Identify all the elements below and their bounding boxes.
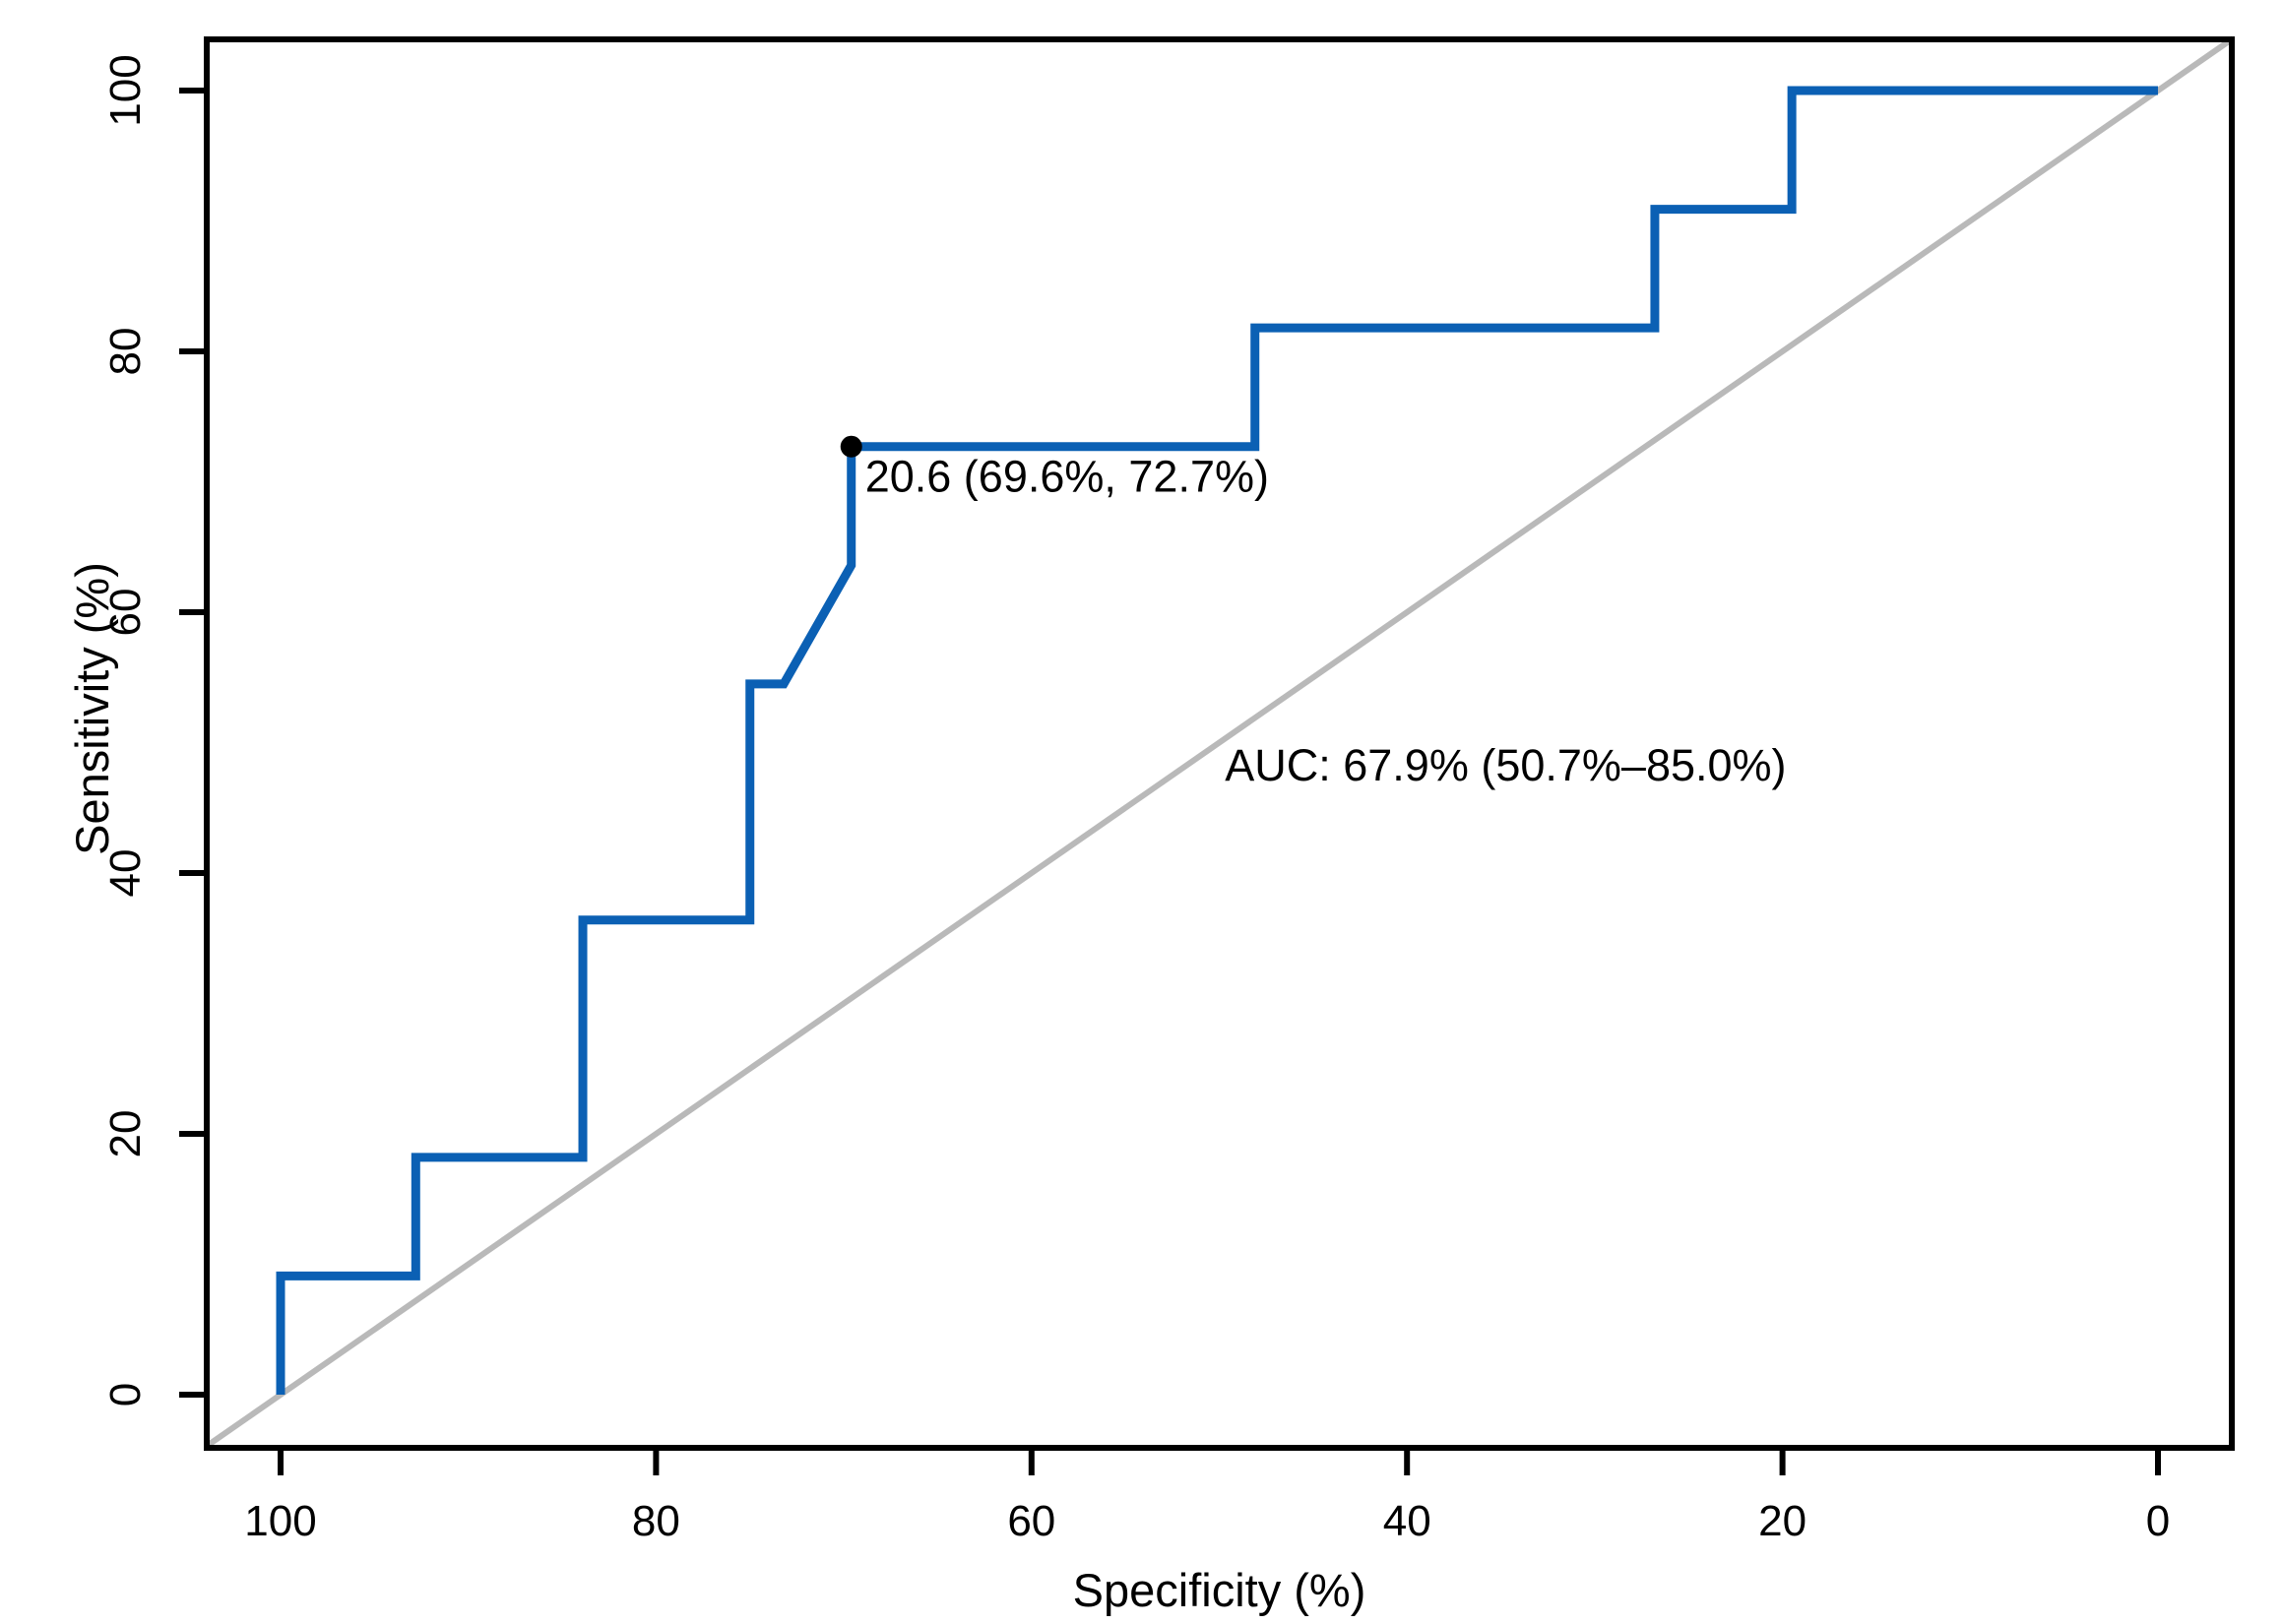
roc-curve-line bbox=[276, 86, 2158, 1395]
x-axis-tick-label: 40 bbox=[1383, 1497, 1431, 1545]
x-axis-tick-label: 20 bbox=[1758, 1497, 1807, 1545]
x-axis-title: Specificity (%) bbox=[1073, 1564, 1366, 1616]
y-axis-tick-label: 0 bbox=[101, 1383, 150, 1406]
chance-diagonal-line bbox=[204, 35, 2235, 1450]
y-axis-tick-label: 20 bbox=[101, 1110, 150, 1158]
y-axis-tick-label: 40 bbox=[101, 849, 150, 898]
x-axis-tick-label: 0 bbox=[2146, 1497, 2170, 1545]
plot-box bbox=[204, 36, 2235, 1451]
auc-annotation: AUC: 67.9% (50.7%–85.0%) bbox=[1225, 740, 1786, 790]
y-axis-tick-label: 100 bbox=[101, 54, 150, 126]
y-axis-title: Sensitivity (%) bbox=[66, 562, 118, 855]
x-axis-tick-label: 100 bbox=[244, 1497, 316, 1545]
best-threshold-marker bbox=[840, 435, 862, 458]
best-threshold-label: 20.6 (69.6%, 72.7%) bbox=[865, 452, 1269, 502]
x-axis-tick-label: 60 bbox=[1007, 1497, 1055, 1545]
y-axis-tick-label: 80 bbox=[101, 328, 150, 376]
y-axis-tick-label: 60 bbox=[101, 589, 150, 637]
x-axis-tick-label: 80 bbox=[632, 1497, 680, 1545]
